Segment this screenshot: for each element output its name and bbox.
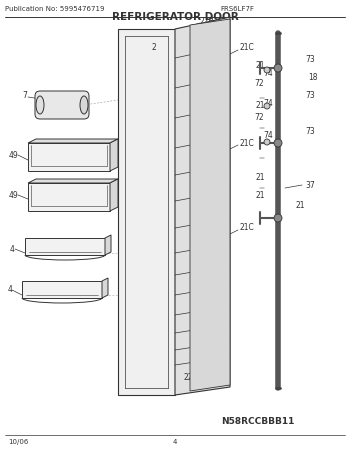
Polygon shape <box>175 17 230 395</box>
Text: 21C: 21C <box>240 223 255 232</box>
Text: 73: 73 <box>305 126 315 135</box>
Circle shape <box>274 214 282 222</box>
Text: 73: 73 <box>305 91 315 100</box>
Polygon shape <box>28 143 110 171</box>
Text: 21C: 21C <box>240 43 255 53</box>
Polygon shape <box>28 183 110 211</box>
Polygon shape <box>110 179 118 211</box>
Text: 74: 74 <box>263 98 273 107</box>
Text: 73: 73 <box>305 56 315 64</box>
Text: N58RCCBBB11: N58RCCBBB11 <box>222 416 295 425</box>
Text: 22: 22 <box>183 374 193 382</box>
Text: 49: 49 <box>8 191 18 199</box>
Text: 7: 7 <box>22 91 27 100</box>
Text: 2: 2 <box>152 43 157 53</box>
Text: 49: 49 <box>8 150 18 159</box>
Polygon shape <box>22 281 102 298</box>
Text: FRS6LF7F: FRS6LF7F <box>220 6 254 12</box>
Text: 74: 74 <box>263 130 273 140</box>
Text: 72: 72 <box>254 114 264 122</box>
Text: 13: 13 <box>218 351 228 360</box>
Text: Publication No: 5995476719: Publication No: 5995476719 <box>5 6 105 12</box>
Polygon shape <box>102 278 108 298</box>
Polygon shape <box>25 238 105 255</box>
Text: 15: 15 <box>220 29 230 38</box>
Text: 74: 74 <box>263 68 273 77</box>
Ellipse shape <box>36 96 44 114</box>
Text: 10/06: 10/06 <box>8 439 28 445</box>
Text: 72: 72 <box>254 78 264 87</box>
Polygon shape <box>28 179 118 183</box>
Text: 21A: 21A <box>196 381 211 390</box>
Text: 21: 21 <box>256 61 266 69</box>
Text: 21C: 21C <box>240 139 255 148</box>
Circle shape <box>264 103 270 109</box>
Ellipse shape <box>80 96 88 114</box>
Polygon shape <box>28 139 118 143</box>
Text: 21: 21 <box>256 101 266 110</box>
Text: 37: 37 <box>305 180 315 189</box>
Text: REFRIGERATOR DOOR: REFRIGERATOR DOOR <box>112 12 238 22</box>
Circle shape <box>274 64 282 72</box>
Text: 4: 4 <box>10 245 15 254</box>
Circle shape <box>264 139 270 145</box>
Text: 4: 4 <box>173 439 177 445</box>
Text: 4: 4 <box>7 285 12 294</box>
FancyBboxPatch shape <box>35 91 89 119</box>
Polygon shape <box>118 29 175 395</box>
Text: 21: 21 <box>256 191 266 199</box>
Circle shape <box>264 67 270 73</box>
Text: 21: 21 <box>256 173 266 183</box>
Polygon shape <box>105 235 111 255</box>
Text: 21: 21 <box>295 201 304 209</box>
Circle shape <box>274 139 282 147</box>
Polygon shape <box>110 139 118 171</box>
Text: 22B: 22B <box>200 16 215 25</box>
Text: 18: 18 <box>308 73 317 82</box>
Polygon shape <box>190 19 230 391</box>
